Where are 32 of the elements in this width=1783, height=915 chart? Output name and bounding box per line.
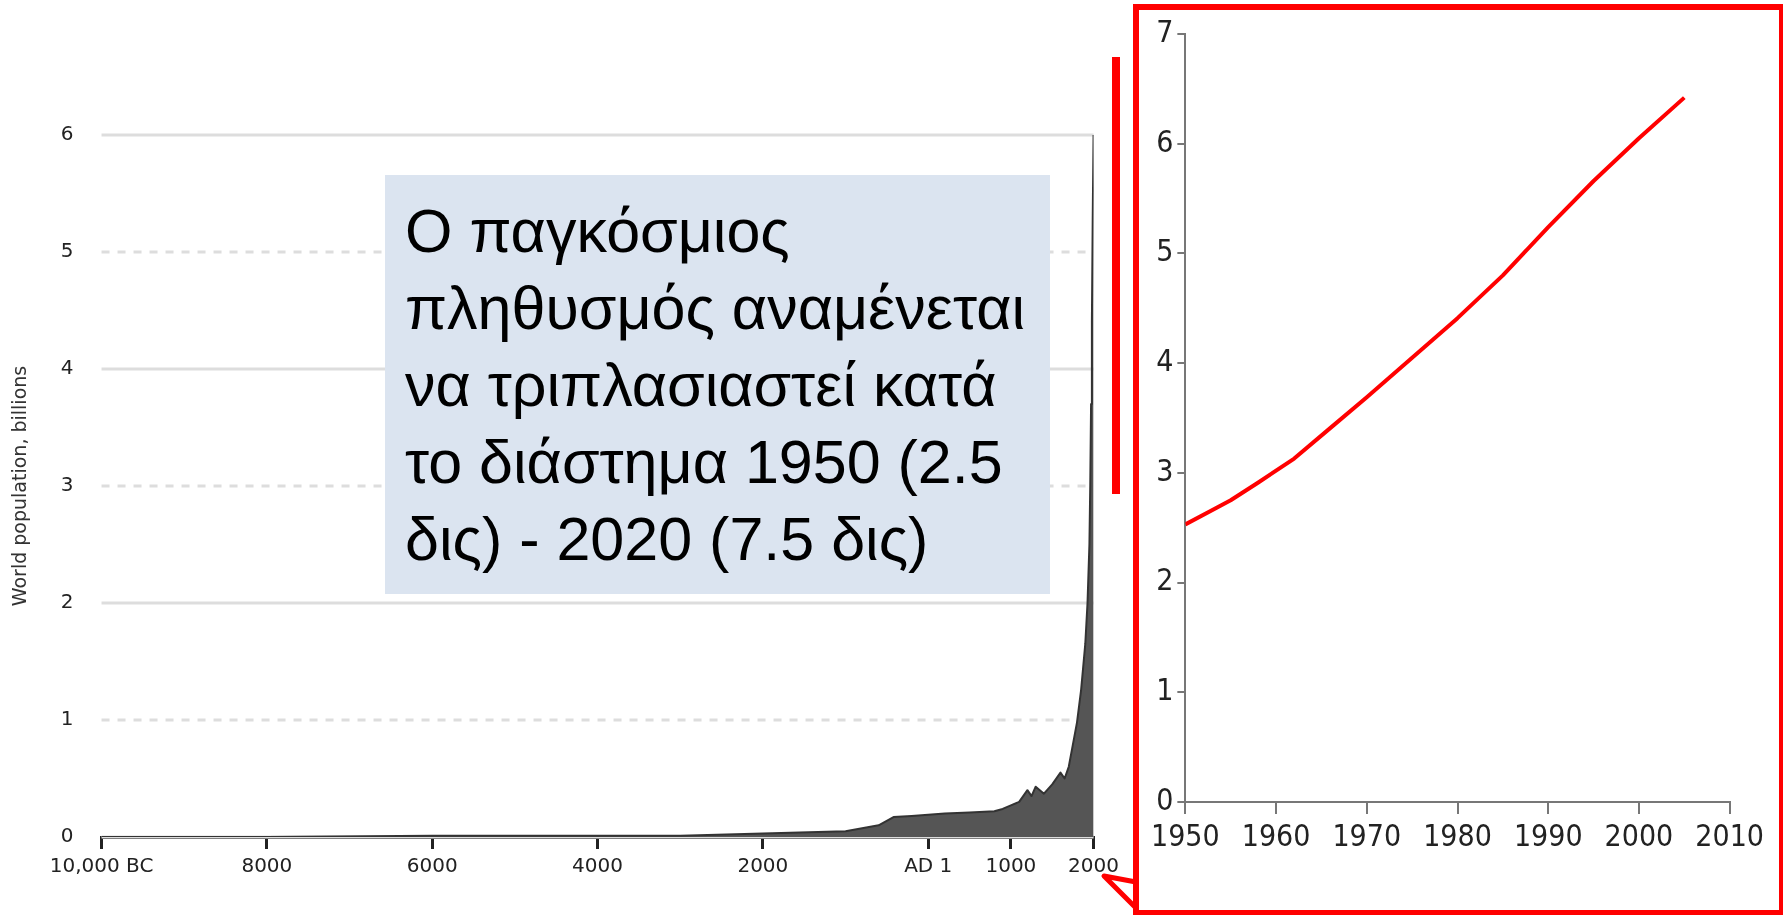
- y-tick-label: 6: [1156, 123, 1174, 159]
- x-tick-label: 1950: [1151, 817, 1220, 853]
- y-tick-label: 1: [1156, 672, 1174, 708]
- y-tick-label: 1: [60, 706, 74, 731]
- x-tick-label: 1000: [985, 853, 1037, 878]
- y-tick-label: 5: [60, 238, 74, 263]
- x-tick-label: 1960: [1241, 817, 1311, 853]
- y-tick-label: 7: [1156, 13, 1174, 49]
- y-tick-label: 3: [1156, 452, 1174, 488]
- y-tick-label: 5: [1156, 233, 1174, 269]
- x-tick-label: 8000: [241, 853, 293, 878]
- x-tick-label: 2000: [1604, 817, 1674, 853]
- y-axis-title: World population, billions: [8, 365, 31, 607]
- x-tick-label: 10,000 BC: [49, 853, 154, 878]
- y-tick-label: 6: [60, 121, 74, 146]
- x-tick-label: 4000: [572, 853, 623, 878]
- annotation: Ο παγκόσμιος πληθυσμός αναμένεται να τριπλασιαστεί κατά το διάστημα 1950 (2.5 δις) - 2020 (7.5 δις): [385, 175, 1050, 594]
- x-tick-label: 6000: [406, 853, 458, 878]
- y-tick-label: 2: [60, 589, 74, 614]
- y-tick-label: 0: [60, 823, 74, 848]
- x-tick-label: 2000: [1068, 853, 1119, 878]
- x-tick-label: 1990: [1513, 817, 1583, 853]
- x-tick-label: 1980: [1423, 817, 1492, 853]
- y-tick-label: 4: [1156, 342, 1174, 378]
- y-tick-label: 3: [60, 472, 74, 497]
- y-tick-label: 4: [60, 355, 74, 380]
- x-tick-label: AD 1: [904, 853, 953, 878]
- y-tick-label: 0: [1156, 781, 1174, 817]
- x-tick-label: 2000: [737, 853, 789, 878]
- x-tick-label: 2010: [1695, 817, 1764, 853]
- y-tick-label: 2: [1156, 562, 1174, 598]
- x-tick-label: 1970: [1332, 817, 1402, 853]
